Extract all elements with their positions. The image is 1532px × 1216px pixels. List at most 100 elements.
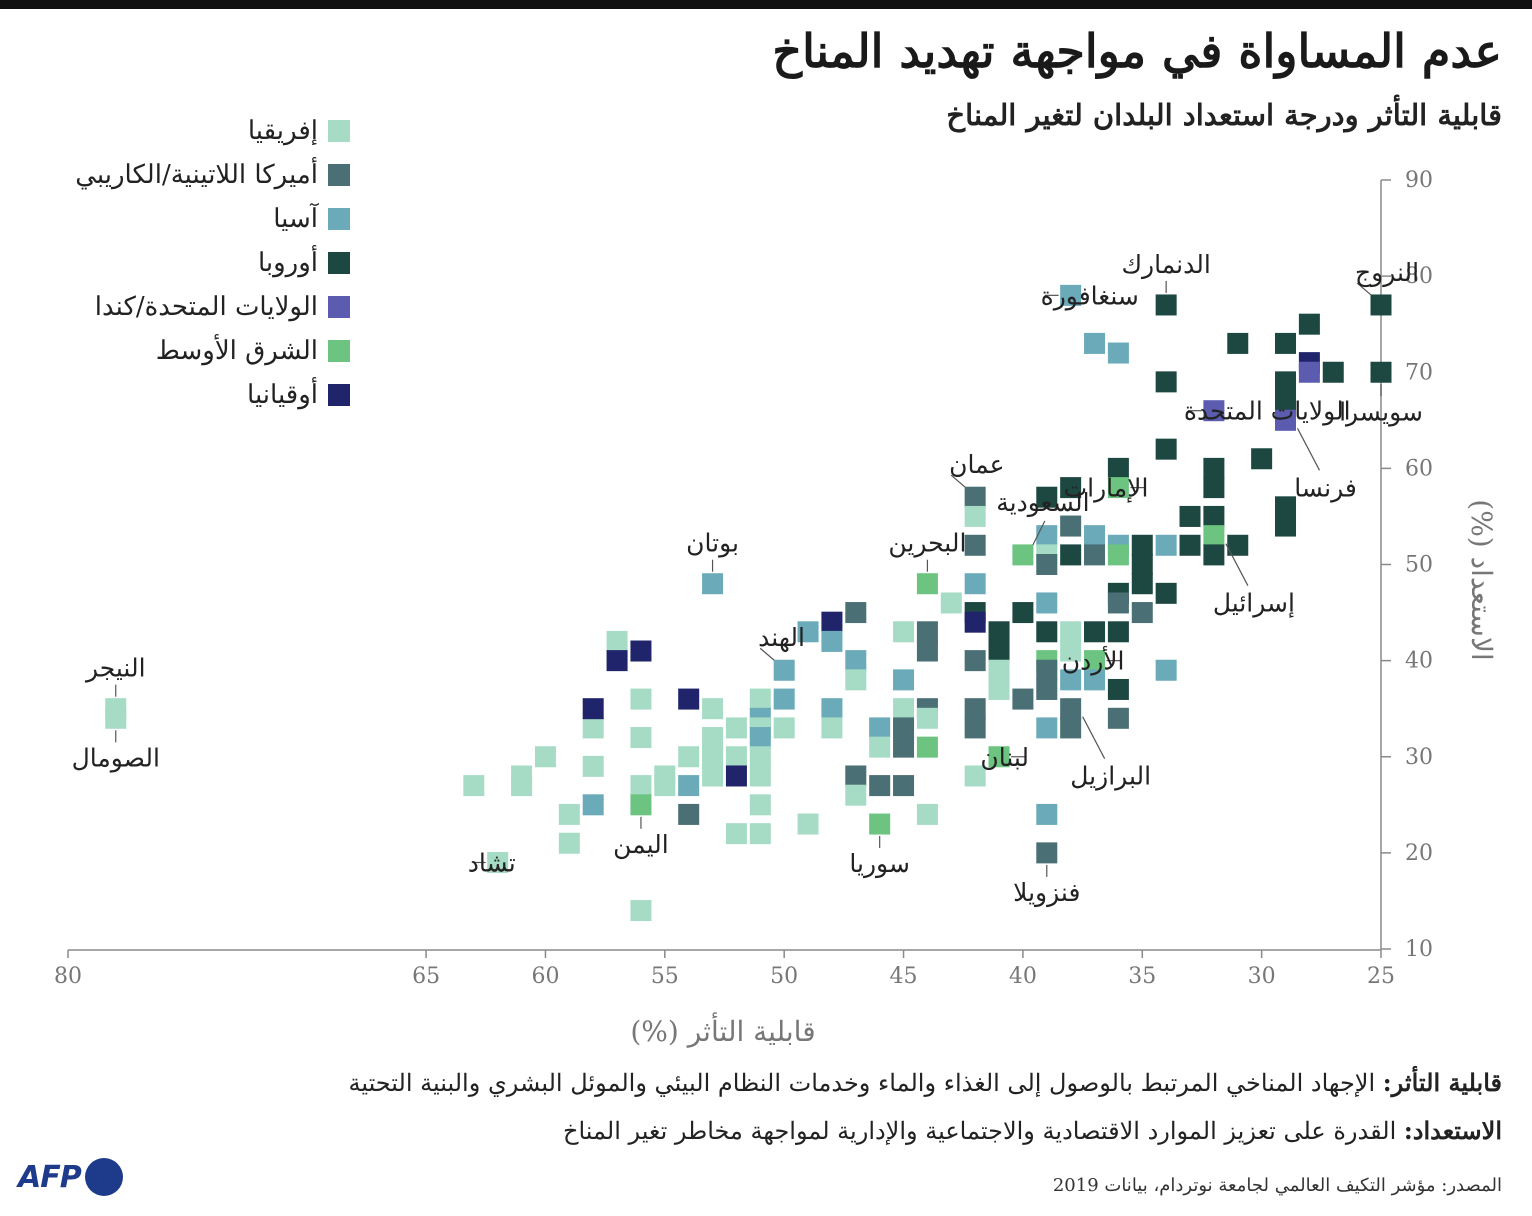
- legend-label-africa: إفريقيا: [247, 116, 318, 146]
- x-tick-label: 65: [412, 964, 440, 989]
- data-point-africa: [988, 678, 1010, 700]
- data-point-europe: [1155, 294, 1177, 316]
- data-point-asia: [821, 698, 843, 720]
- data-point-africa: [845, 784, 867, 806]
- data-point-africa: [463, 775, 485, 797]
- data-point-latam: [1060, 515, 1082, 537]
- data-point-latam: [916, 640, 938, 662]
- x-tick-label: 40: [1009, 964, 1037, 989]
- annotation-label: النيجر: [84, 654, 146, 684]
- data-point-europe: [1370, 361, 1392, 383]
- data-point-oceania: [964, 611, 986, 633]
- annotation-label: البحرين: [888, 529, 966, 559]
- data-point-latam: [1036, 554, 1058, 575]
- legend-label-oceania: أوقيانيا: [247, 380, 318, 410]
- legend-swatch-africa: [328, 120, 350, 142]
- data-point-asia: [1036, 592, 1058, 614]
- data-point-europe: [1275, 371, 1297, 393]
- data-point-mideast: [1012, 544, 1034, 566]
- annotation-label: الولايات المتحدة: [1184, 397, 1351, 427]
- data-point-africa: [702, 765, 724, 787]
- data-point-asia: [1036, 525, 1058, 547]
- data-point-africa: [797, 813, 819, 835]
- data-point-latam: [1036, 842, 1058, 864]
- data-point-africa: [702, 698, 724, 720]
- data-point-oceania: [821, 611, 843, 633]
- data-point-europe: [988, 640, 1010, 662]
- data-point-africa: [893, 698, 915, 720]
- x-tick-label: 55: [651, 964, 679, 989]
- data-point-europe: [1084, 621, 1106, 643]
- data-point-africa: [630, 900, 652, 922]
- legend-swatch-oceania: [328, 384, 350, 406]
- data-point-mideast: [1084, 650, 1106, 672]
- data-point-europe: [1322, 361, 1344, 383]
- annotation-label: الدنمارك: [1121, 250, 1210, 280]
- data-point-europe: [1131, 554, 1153, 575]
- data-point-africa: [893, 621, 915, 643]
- afp-logo-circle: [84, 1158, 123, 1196]
- data-point-africa: [702, 746, 724, 768]
- data-point-africa: [749, 688, 771, 710]
- top-rule: [0, 0, 1532, 9]
- legend-swatch-asia: [328, 208, 350, 230]
- data-point-asia: [869, 717, 891, 739]
- y-tick-label: 60: [1405, 456, 1433, 481]
- data-point-latam: [1060, 717, 1082, 739]
- data-point-latam: [869, 775, 891, 797]
- x-tick-label: 50: [770, 964, 798, 989]
- data-point-mideast: [988, 746, 1010, 768]
- annotation-label: سنغافورة: [1041, 281, 1139, 311]
- data-point-usca: [1298, 361, 1320, 383]
- y-tick-label: 20: [1405, 841, 1433, 866]
- data-point-latam: [964, 650, 986, 672]
- annotation-label: سويسرا: [1339, 397, 1423, 427]
- data-point-europe: [1131, 534, 1153, 556]
- x-tick-label: 45: [890, 964, 918, 989]
- annotation-label: إسرائيل: [1213, 589, 1295, 619]
- legend-label-asia: آسيا: [273, 204, 318, 234]
- legend-label-mideast: الشرق الأوسط: [155, 336, 318, 366]
- data-point-europe: [1251, 448, 1273, 470]
- annotation-leader: [950, 474, 966, 488]
- annotation-label: بوتان: [686, 529, 739, 559]
- data-point-europe: [1203, 505, 1225, 527]
- data-point-asia: [749, 727, 771, 749]
- data-point-latam: [916, 621, 938, 643]
- definition-readiness-label: الاستعداد:: [1403, 1116, 1502, 1145]
- data-point-africa: [964, 765, 986, 787]
- legend-item-asia: آسيا: [273, 204, 350, 234]
- data-point-latam: [893, 736, 915, 758]
- data-point-africa: [725, 823, 747, 845]
- data-point-latam: [893, 775, 915, 797]
- data-point-europe: [1227, 534, 1249, 556]
- data-point-europe: [1155, 582, 1177, 604]
- legend-item-oceania: أوقيانيا: [247, 380, 350, 410]
- data-point-africa: [821, 717, 843, 739]
- data-point-latam: [1084, 544, 1106, 566]
- data-point-mideast: [916, 736, 938, 758]
- data-point-europe: [1107, 457, 1129, 479]
- data-point-africa: [773, 717, 795, 739]
- annotation-leader: [1225, 543, 1249, 586]
- definition-vulnerability-label: قابلية التأثر:: [1382, 1068, 1502, 1097]
- annotation-label: السعودية: [996, 488, 1089, 518]
- annotation-label: تشاد: [468, 848, 516, 877]
- annotation-label: النروج: [1355, 258, 1419, 288]
- source-note: المصدر: مؤشر التكيف العالمي لجامعة نوترد…: [1052, 1175, 1502, 1196]
- legend-label-usca: الولايات المتحدة/كندا: [94, 292, 318, 322]
- x-tick-label: 30: [1248, 964, 1276, 989]
- data-point-africa: [582, 755, 604, 777]
- data-point-latam: [893, 717, 915, 739]
- data-point-africa: [606, 630, 628, 652]
- data-point-asia: [1155, 659, 1177, 681]
- data-point-mideast: [1107, 544, 1129, 566]
- annotation-label: عمان: [949, 450, 1004, 479]
- x-axis-label: قابلية التأثر (%): [630, 1012, 815, 1048]
- data-point-europe: [1036, 621, 1058, 643]
- data-point-europe: [1227, 332, 1249, 354]
- legend-item-europe: أوروبا: [258, 248, 350, 278]
- data-point-latam: [1060, 698, 1082, 720]
- y-tick-label: 40: [1405, 649, 1433, 674]
- data-point-europe: [1155, 371, 1177, 393]
